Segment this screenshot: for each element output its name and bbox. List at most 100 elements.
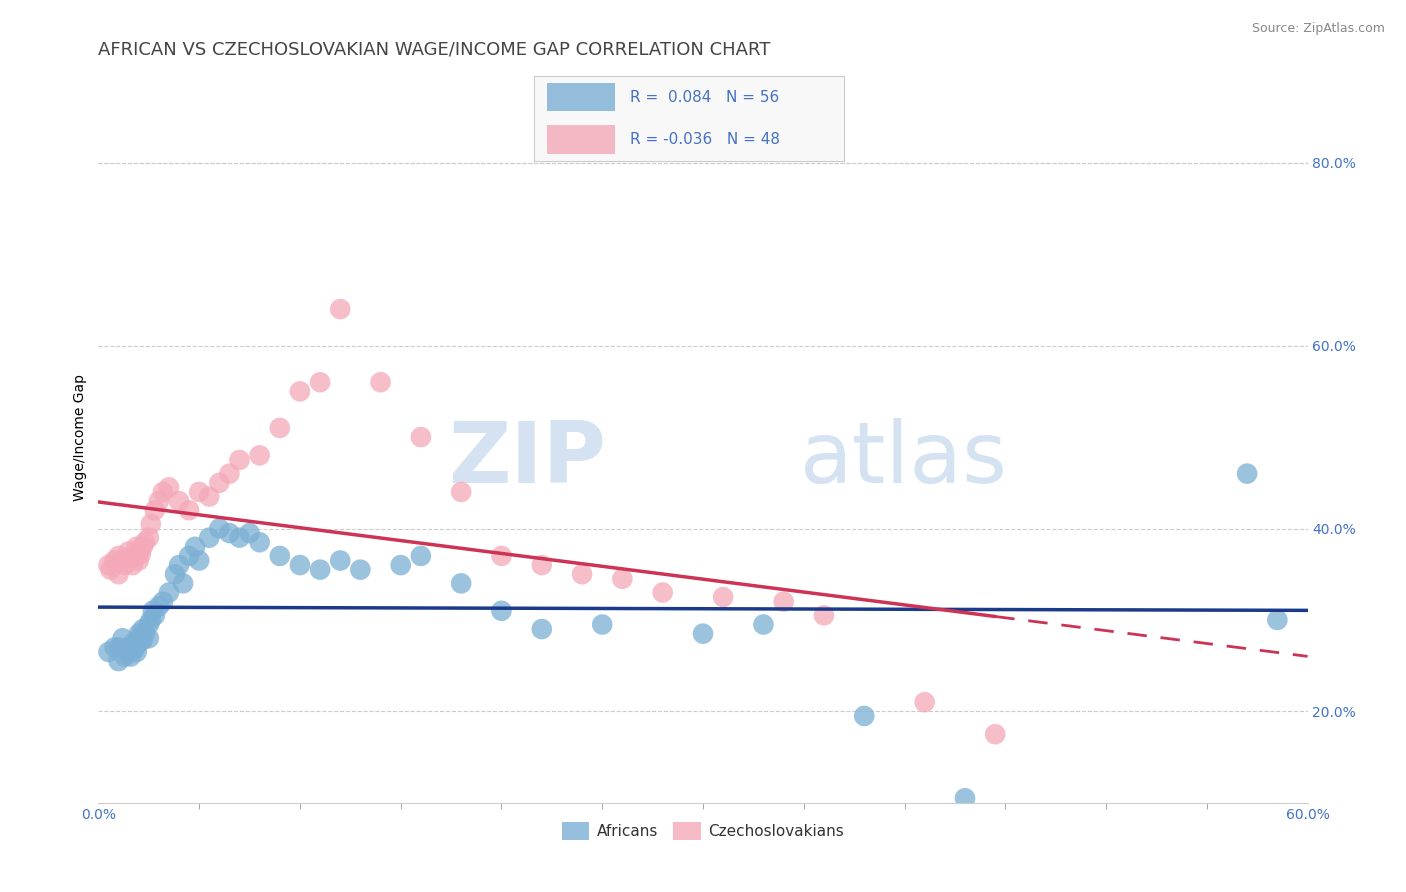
Point: [269, 549, 291, 563]
Point: [530, 558, 553, 573]
Point: [167, 494, 190, 508]
Point: [389, 558, 412, 573]
Bar: [547, 125, 614, 153]
Point: [208, 521, 231, 535]
Point: [125, 645, 148, 659]
Point: [134, 626, 156, 640]
Point: [571, 567, 593, 582]
Point: [228, 453, 250, 467]
Point: [249, 448, 271, 462]
Point: [450, 576, 472, 591]
Point: [157, 480, 180, 494]
Point: [269, 421, 291, 435]
Point: [128, 636, 150, 650]
Point: [288, 384, 311, 399]
Point: [100, 563, 122, 577]
Point: [132, 633, 155, 648]
Point: [179, 503, 201, 517]
Point: [167, 558, 190, 573]
Point: [121, 558, 143, 573]
Point: [139, 613, 162, 627]
Point: [530, 622, 553, 636]
Point: [198, 490, 221, 504]
Point: [103, 553, 125, 567]
Point: [128, 632, 150, 646]
Text: R =  0.084   N = 56: R = 0.084 N = 56: [630, 89, 779, 104]
Point: [148, 599, 170, 614]
Point: [132, 540, 155, 554]
Point: [148, 494, 170, 508]
Point: [172, 576, 194, 591]
Point: [152, 594, 174, 608]
Point: [139, 516, 162, 531]
Point: [120, 550, 142, 565]
Point: [591, 617, 613, 632]
Point: [97, 645, 120, 659]
Point: [157, 585, 180, 599]
Point: [309, 375, 332, 389]
Point: [914, 695, 936, 709]
Point: [121, 636, 143, 650]
Point: [228, 531, 250, 545]
Point: [97, 558, 120, 573]
Text: AFRICAN VS CZECHOSLOVAKIAN WAGE/INCOME GAP CORRELATION CHART: AFRICAN VS CZECHOSLOVAKIAN WAGE/INCOME G…: [98, 41, 770, 59]
Point: [138, 632, 160, 646]
Point: [138, 617, 160, 632]
Text: R = -0.036   N = 48: R = -0.036 N = 48: [630, 132, 780, 147]
Text: ZIP: ZIP: [449, 417, 606, 500]
Point: [450, 485, 472, 500]
Point: [218, 526, 240, 541]
Point: [491, 549, 513, 563]
Point: [124, 549, 146, 563]
Point: [370, 375, 392, 389]
Point: [239, 526, 262, 541]
Point: [124, 642, 146, 657]
Point: [953, 791, 976, 805]
Point: [752, 617, 775, 632]
Point: [125, 540, 148, 554]
Point: [118, 544, 141, 558]
Point: [111, 632, 134, 646]
Text: Source: ZipAtlas.com: Source: ZipAtlas.com: [1251, 22, 1385, 36]
Point: [218, 467, 240, 481]
Point: [409, 549, 432, 563]
Point: [163, 567, 186, 582]
Point: [329, 301, 352, 317]
Point: [143, 503, 166, 517]
Point: [1265, 613, 1288, 627]
Point: [309, 563, 332, 577]
Point: [107, 549, 129, 563]
Point: [128, 626, 150, 640]
Point: [103, 640, 125, 655]
Point: [329, 553, 352, 567]
Point: [651, 585, 673, 599]
Point: [1236, 467, 1258, 481]
Point: [118, 640, 141, 655]
Point: [128, 544, 150, 558]
Point: [188, 485, 211, 500]
Point: [772, 594, 794, 608]
Bar: [547, 83, 614, 112]
Point: [179, 549, 201, 563]
Point: [188, 553, 211, 567]
Point: [111, 553, 134, 567]
Point: [114, 558, 136, 573]
Point: [132, 622, 155, 636]
Point: [692, 626, 714, 640]
Point: [853, 709, 876, 723]
Point: [138, 531, 160, 545]
Point: [198, 531, 221, 545]
Point: [612, 572, 634, 586]
Point: [107, 640, 129, 655]
Point: [107, 567, 129, 582]
Point: [813, 608, 835, 623]
Point: [409, 430, 432, 444]
Point: [134, 535, 156, 549]
Point: [142, 604, 165, 618]
Point: [711, 590, 734, 604]
Y-axis label: Wage/Income Gap: Wage/Income Gap: [73, 374, 87, 500]
Point: [208, 475, 231, 490]
Point: [124, 639, 146, 653]
Point: [118, 645, 141, 659]
Text: atlas: atlas: [800, 417, 1008, 500]
